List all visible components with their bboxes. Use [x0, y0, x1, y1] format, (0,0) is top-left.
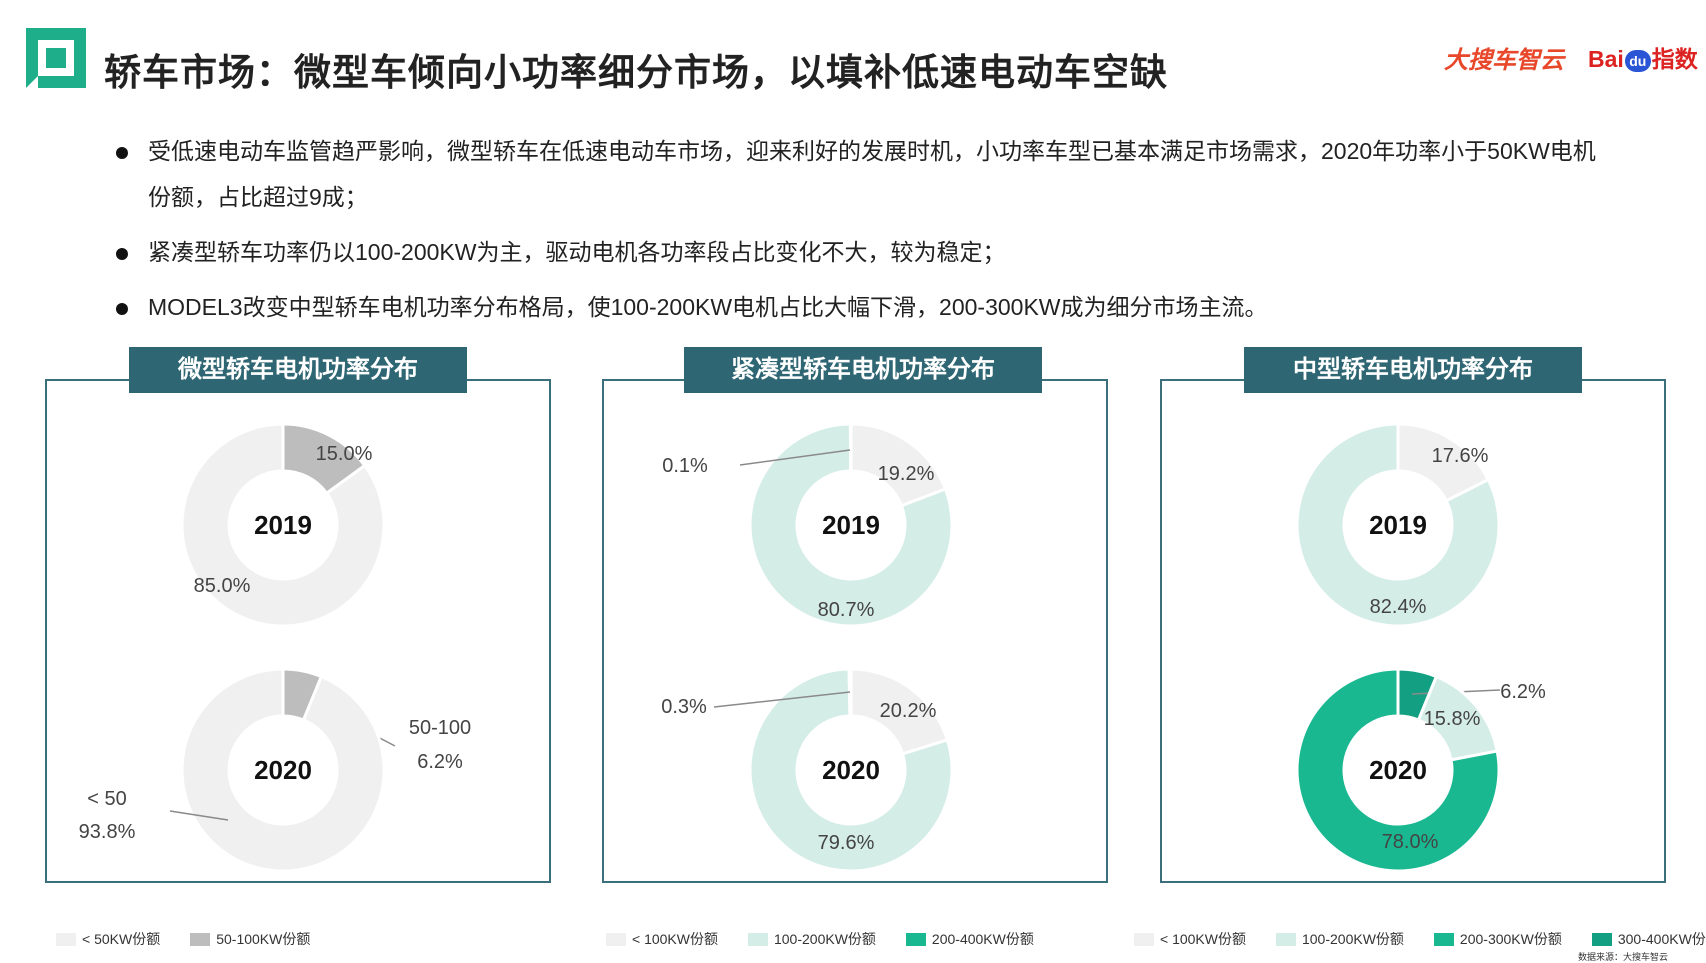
legend-label: 200-300KW份额: [1459, 931, 1562, 947]
category-label-0-1-1: < 50: [87, 788, 126, 810]
legend-item: < 100KW份额: [606, 929, 718, 949]
donut-slice-2-1-2: [1295, 667, 1501, 873]
data-label-0-1-1: 93.8%: [79, 821, 136, 843]
data-label-1-0-0: 19.2%: [878, 463, 935, 485]
legend-swatch-icon: [606, 932, 626, 946]
bullet-item: 受低速电动车监管趋严影响，微型轿车在低速电动车市场，迎来利好的发展时机，小功率车…: [116, 128, 1596, 220]
bullet-dot-icon: [116, 147, 128, 159]
legend-item: 100-200KW份额: [747, 929, 876, 949]
donut-slice-2-0-1: [1295, 422, 1501, 628]
leader-line-1-1-2: [713, 691, 851, 708]
legend-label: 300-400KW份额: [1617, 931, 1706, 947]
data-label-2-1-2: 78.0%: [1382, 831, 1439, 853]
panel-title-compact: 紧凑型轿车电机功率分布: [684, 347, 1042, 393]
bullet-text: MODEL3改变中型轿车电机功率分布格局，使100-200KW电机占比大幅下滑，…: [148, 294, 1268, 320]
leader-line-0-1-1: [169, 810, 229, 821]
leader-line-1-0-2: [739, 449, 851, 466]
data-label-2-1-1: 15.8%: [1424, 708, 1481, 730]
legend-label: 200-400KW份额: [931, 931, 1034, 947]
data-label-1-0-2: 0.1%: [662, 455, 708, 477]
legend-item: 200-300KW份额: [1433, 929, 1562, 949]
panel-title-micro: 微型轿车电机功率分布: [129, 347, 467, 393]
brand-logo-baidu-index: Bai du 指数: [1588, 40, 1698, 74]
legend-swatch-icon: [1134, 932, 1154, 946]
data-source-note: 数据来源：大搜车智云: [1578, 952, 1669, 962]
baidu-text: Bai: [1588, 46, 1624, 72]
legend-micro: < 50KW份额 50-100KW份额: [56, 929, 340, 949]
bullet-item: 紧凑型轿车功率仍以100-200KW为主，驱动电机各功率段占比变化不大，较为稳定…: [116, 229, 1596, 275]
legend-swatch-icon: [190, 932, 211, 946]
bullet-text: 受低速电动车监管趋严影响，微型轿车在低速电动车市场，迎来利好的发展时机，小功率车…: [148, 138, 1596, 210]
data-label-2-0-0: 17.6%: [1432, 445, 1489, 467]
legend-label: < 100KW份额: [632, 931, 718, 947]
legend-midsize: < 100KW份额 100-200KW份额 200-300KW份额 300-400KW…: [1134, 929, 1706, 949]
donut-center-year-1-0: 2019: [822, 510, 880, 540]
donut-center-year-2-0: 2019: [1369, 510, 1427, 540]
legend-compact: < 100KW份额 100-200KW份额 200-400KW份额: [606, 929, 1064, 949]
brand-logo-dasouche: 大搜车智云: [1444, 47, 1564, 74]
donut-center-year-0-0: 2019: [254, 510, 312, 540]
legend-label: 50-100KW份额: [216, 931, 311, 947]
index-text: 指数: [1651, 46, 1698, 72]
legend-item: 50-100KW份额: [190, 929, 310, 949]
data-label-0-1-0: 6.2%: [417, 751, 463, 773]
legend-item: 200-400KW份额: [905, 929, 1034, 949]
legend-swatch-icon: [1591, 932, 1612, 946]
legend-label: 100-200KW份额: [773, 931, 876, 947]
panel-title-midsize: 中型轿车电机功率分布: [1244, 347, 1582, 393]
legend-swatch-icon: [1275, 932, 1296, 946]
legend-item: 100-200KW份额: [1275, 929, 1404, 949]
donut-slice-0-1-1: [180, 667, 386, 873]
legend-label: 100-200KW份额: [1301, 931, 1404, 947]
legend-label: < 100KW份额: [1160, 931, 1246, 947]
donut-slice-0-0-1: [180, 422, 386, 628]
donut-slice-1-0-1: [748, 422, 954, 628]
legend-item: < 50KW份额: [56, 929, 160, 949]
bullet-item: MODEL3改变中型轿车电机功率分布格局，使100-200KW电机占比大幅下滑，…: [116, 284, 1596, 330]
donut-center-year-0-1: 2020: [254, 755, 312, 785]
legend-item: 300-400KW份额: [1591, 929, 1706, 949]
legend-swatch-icon: [905, 932, 926, 946]
data-label-1-1-1: 79.6%: [818, 832, 875, 854]
data-label-0-0-0: 15.0%: [316, 443, 373, 465]
donut-center-year-2-1: 2020: [1369, 755, 1427, 785]
logo-mark-icon: [26, 28, 86, 88]
data-label-1-1-2: 0.3%: [661, 696, 707, 718]
legend-label: < 50KW份额: [82, 931, 161, 947]
legend-swatch-icon: [1433, 932, 1454, 946]
bullet-dot-icon: [116, 303, 128, 315]
donut-slice-1-1-1: [748, 667, 954, 873]
data-label-2-0-1: 82.4%: [1370, 596, 1427, 618]
legend-swatch-icon: [747, 932, 768, 946]
legend-item: < 100KW份额: [1134, 929, 1246, 949]
category-label-0-1-0: 50-100: [409, 717, 471, 739]
legend-swatch-icon: [56, 932, 76, 946]
page-title: 轿车市场：微型车倾向小功率细分市场，以填补低速电动车空缺: [104, 51, 1168, 94]
data-label-1-1-0: 20.2%: [880, 700, 937, 722]
baidu-paw-icon: du: [1624, 49, 1651, 72]
data-label-2-1-0: 6.2%: [1500, 681, 1546, 703]
data-label-0-0-1: 85.0%: [194, 575, 251, 597]
bullet-dot-icon: [116, 248, 128, 260]
bullet-list: 受低速电动车监管趋严影响，微型轿车在低速电动车市场，迎来利好的发展时机，小功率车…: [116, 128, 1596, 339]
bullet-text: 紧凑型轿车功率仍以100-200KW为主，驱动电机各功率段占比变化不大，较为稳定…: [148, 239, 1006, 265]
donut-center-year-1-1: 2020: [822, 755, 880, 785]
donut-slice-1-0-2: [848, 422, 853, 473]
data-label-1-0-1: 80.7%: [818, 599, 875, 621]
